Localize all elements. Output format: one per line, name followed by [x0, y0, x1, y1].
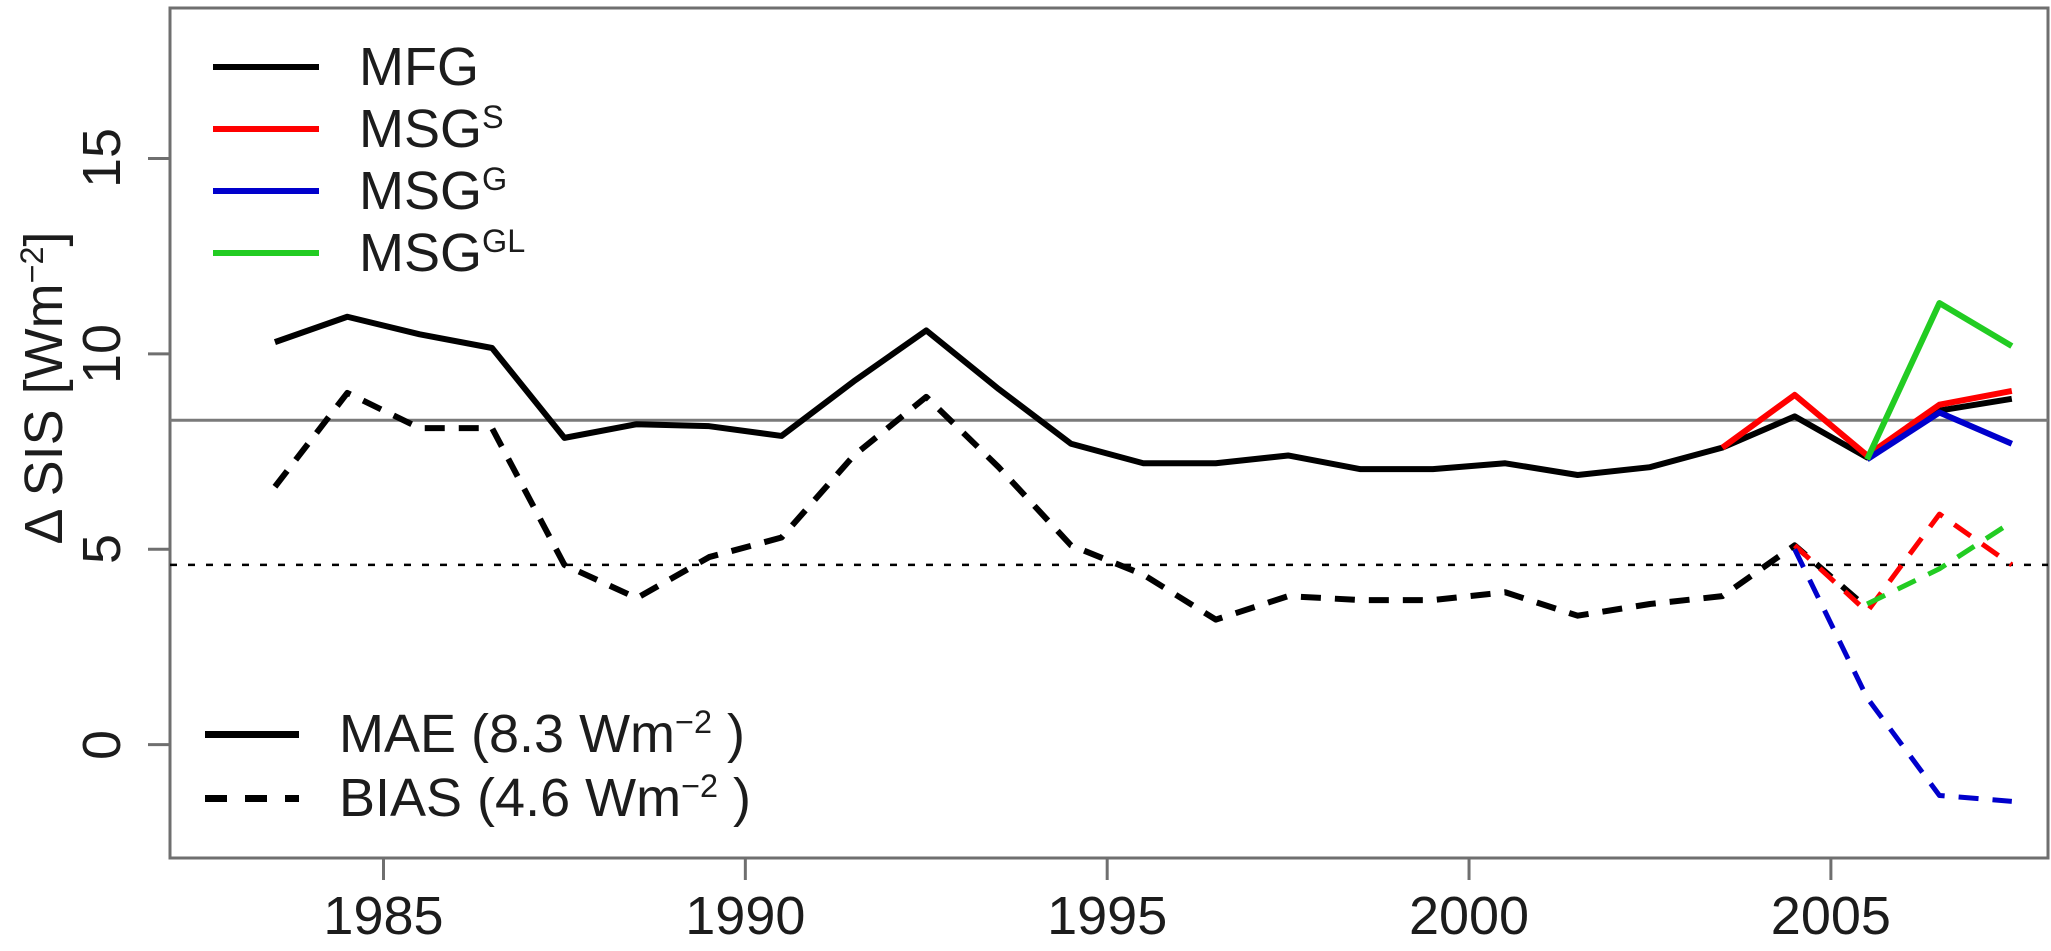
series-msg-gl-bias: [1865, 519, 2014, 607]
legend-label-msg-s: MSGS: [359, 98, 504, 160]
legend-label-msg-gl-text: MSG: [359, 223, 483, 283]
legend-label-mae-sup: −2: [675, 704, 712, 740]
series-mfg-bias: [272, 389, 1870, 623]
legend-label-bias-text: BIAS (4.6 Wm: [339, 768, 682, 828]
msg-g-line-sample: [213, 188, 319, 194]
legend-label-bias-sup: −2: [681, 768, 718, 804]
series-mfg-mae: [273, 313, 2013, 479]
legend-label-msg-g-text: MSG: [359, 161, 483, 221]
legend-label-mae-paren: ): [711, 704, 745, 764]
legend-item-msg-s: MSGS: [213, 98, 525, 160]
legend-item-msg-g: MSGG: [213, 160, 525, 222]
mae-line-sample: [205, 730, 299, 738]
x-tick-label-1985: 1985: [323, 886, 444, 946]
x-tick-label-2005: 2005: [1770, 886, 1891, 946]
legend-label-msg-g: MSGG: [359, 160, 507, 222]
legend-label-mfg: MFG: [359, 36, 479, 98]
y-axis-title-bracket: ]: [14, 231, 74, 247]
msg-s-line-sample: [213, 126, 319, 132]
series-msg-g-bias: [1792, 548, 2013, 804]
y-axis-title: Δ SIS [Wm−2]: [13, 231, 75, 544]
legend-label-bias: BIAS (4.6 Wm−2 ): [339, 767, 751, 829]
legend-label-mae: MAE (8.3 Wm−2 ): [339, 703, 745, 765]
legend-label-msg-s-sup: S: [482, 99, 504, 135]
x-tick-label-1995: 1995: [1047, 886, 1168, 946]
x-tick-label-1990: 1990: [685, 886, 806, 946]
bias-line-sample: [205, 794, 299, 802]
legend-item-msg-gl: MSGGL: [213, 222, 525, 284]
y-tick-label-15: 15: [72, 128, 132, 189]
series-msg-s-bias: [1793, 511, 2014, 615]
legend-label-mae-text: MAE (8.3 Wm: [339, 704, 676, 764]
mfg-line-sample: [213, 64, 319, 70]
legend-label-msg-gl-sup: GL: [482, 223, 526, 259]
y-axis-title-text: Δ SIS [Wm: [14, 283, 74, 545]
legend-item-mfg: MFG: [213, 36, 525, 98]
series-msg-g-mae: [1865, 409, 2014, 462]
msg-gl-line-sample: [213, 250, 319, 256]
legend-label-msg-s-text: MSG: [359, 99, 483, 159]
x-tick-label-2000: 2000: [1408, 886, 1530, 946]
plot-box: [168, 6, 2050, 860]
y-axis-title-superscript: −2: [14, 246, 50, 284]
series-msg-gl-mae: [1864, 300, 2014, 461]
legend-label-msg-gl: MSGGL: [359, 222, 525, 284]
y-tick-label-5: 5: [72, 534, 132, 565]
statistic-legend: MAE (8.3 Wm−2 ) BIAS (4.6 Wm−2 ): [205, 702, 751, 830]
legend-label-msg-g-sup: G: [482, 161, 508, 197]
legend-item-bias: BIAS (4.6 Wm−2 ): [205, 766, 751, 830]
legend-item-mae: MAE (8.3 Wm−2 ): [205, 702, 751, 766]
y-tick-label-0: 0: [72, 729, 132, 760]
series-legend: MFG MSGS MSGG MSGGL: [213, 36, 525, 284]
legend-label-mfg-text: MFG: [359, 37, 479, 97]
legend-label-bias-paren: ): [718, 768, 751, 828]
y-tick-label-10: 10: [72, 323, 132, 384]
